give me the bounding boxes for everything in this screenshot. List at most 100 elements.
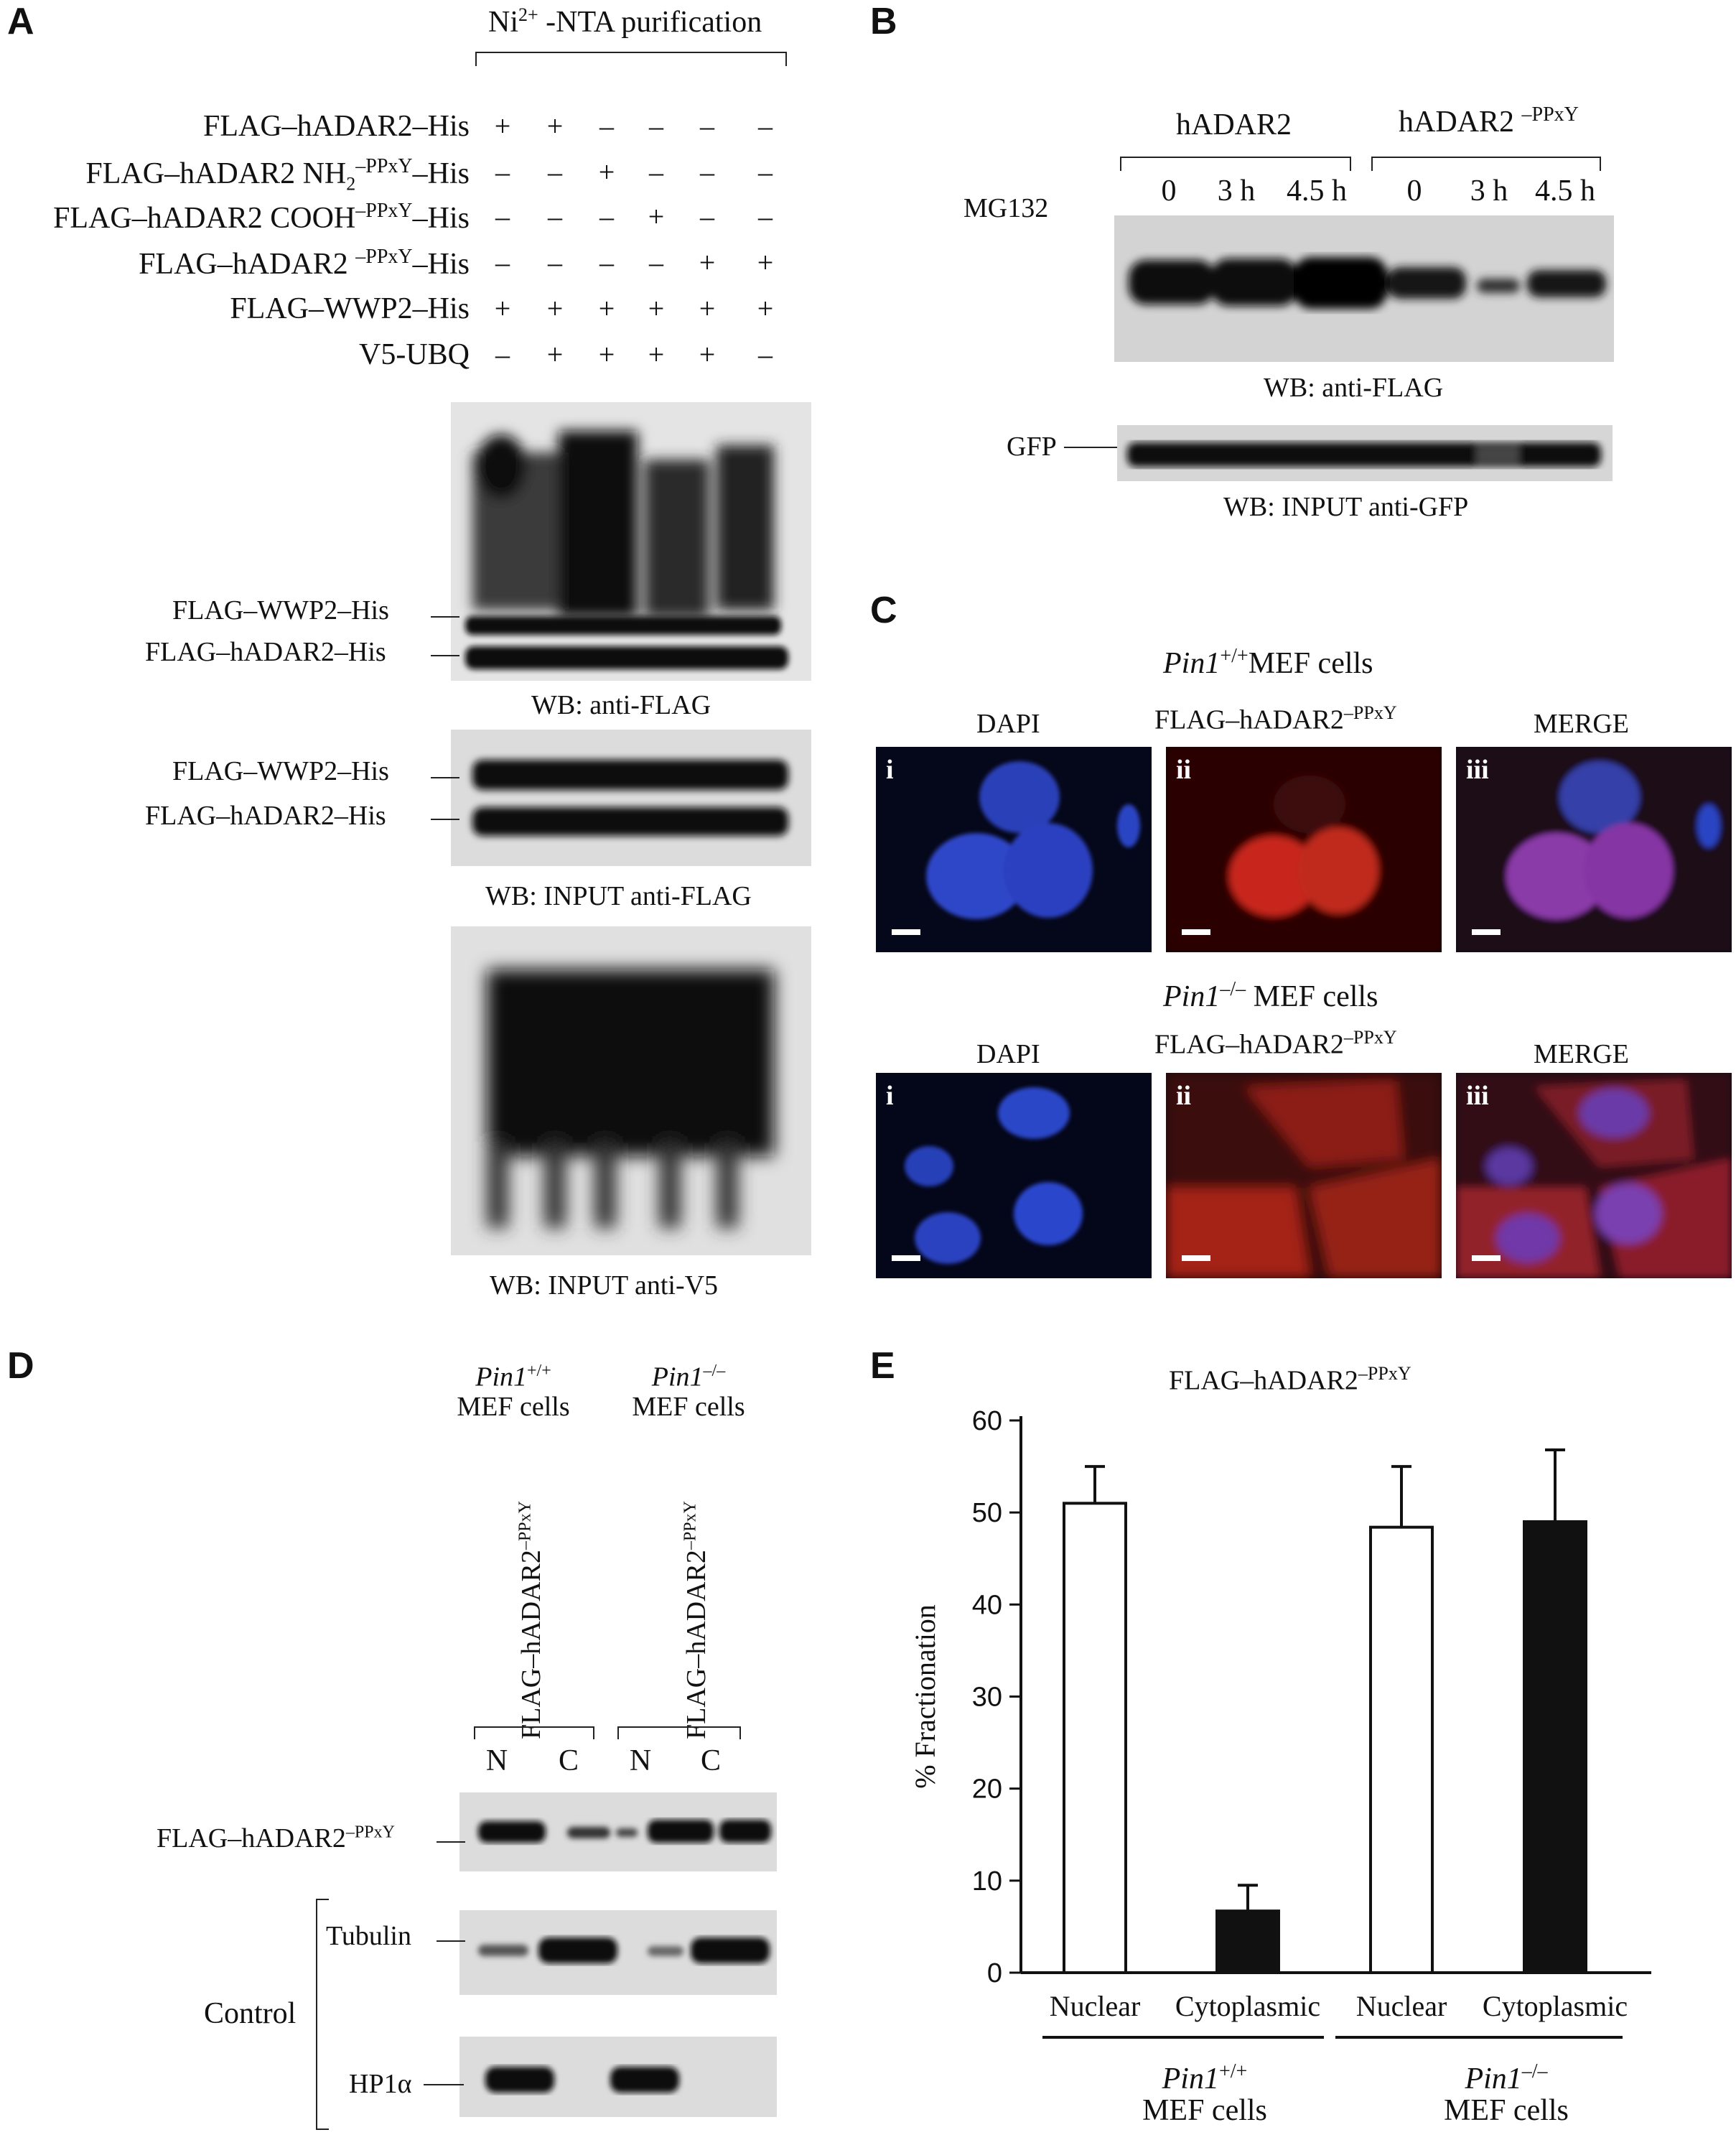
category-label: Nuclear (1356, 1990, 1447, 2022)
condition-row-label: FLAG–WWP2–His (230, 292, 470, 326)
tag-iii: iii (1466, 1081, 1489, 1111)
e-group1-label: Pin1+/+ MEF cells (1142, 2060, 1267, 2128)
condition-label-suffix: –His (412, 157, 470, 190)
condition-sign: – (649, 156, 663, 188)
micrograph-ko-dapi: i (876, 1073, 1152, 1278)
condition-sign: – (758, 200, 773, 233)
group-hadar2: hADAR2 (1176, 108, 1292, 141)
panel-d-label: D (7, 1345, 34, 1387)
blot-a-input-anti-v5 (451, 926, 811, 1255)
bracket-hadar2-ppxy (1371, 157, 1601, 171)
micrograph-wt-dapi: i (876, 747, 1152, 952)
bar (1063, 1502, 1127, 1975)
condition-row-label: FLAG–hADAR2–His (203, 109, 470, 144)
row2-col-merge: MERGE (1534, 1039, 1629, 1069)
condition-sign: – (495, 200, 510, 233)
condition-sign: – (599, 246, 614, 279)
condition-sign: + (494, 110, 511, 142)
blot-a-anti-flag (451, 402, 811, 681)
tag-ii: ii (1176, 1081, 1192, 1111)
y-tick-label: 50 (972, 1498, 1002, 1528)
condition-sign: + (757, 246, 774, 279)
micrograph-wt-merge: iii (1456, 747, 1732, 952)
d-control-bracket (316, 1899, 329, 2130)
panel-c-label: C (870, 590, 897, 631)
micrograph-wt-flag: ii (1166, 747, 1442, 952)
tag-ii: ii (1176, 755, 1192, 785)
blot-a1-band-wwp2: FLAG–WWP2–His (172, 595, 389, 625)
condition-sign: + (546, 338, 564, 371)
panel-a-label: A (7, 1, 34, 42)
condition-sign: + (648, 292, 665, 325)
scale-bar (892, 1255, 920, 1261)
blot-a2-band-hadar2: FLAG–hADAR2–His (145, 801, 386, 831)
d-col2-header: Pin1–/– MEF cells (632, 1362, 745, 1423)
lane-label: N (629, 1744, 652, 1777)
condition-sign: – (548, 200, 562, 233)
micrograph-ko-merge: iii (1456, 1073, 1732, 1278)
condition-label-text: FLAG–hADAR2 (139, 248, 356, 281)
condition-label-sup: –PPxY (355, 200, 413, 222)
group-hadar2-ppxy: hADAR2 –PPxY (1399, 103, 1579, 139)
condition-label-suffix: –His (412, 248, 470, 281)
lane-label: C (558, 1744, 579, 1777)
blot-a2-band-wwp2: FLAG–WWP2–His (172, 756, 389, 786)
condition-row-label: FLAG–hADAR2 –PPxY–His (139, 246, 470, 282)
blot-b1-caption: WB: anti-FLAG (1264, 373, 1444, 403)
condition-sign: + (648, 338, 665, 371)
condition-sign: + (648, 200, 665, 233)
tag-i: i (886, 755, 894, 785)
y-tick-label: 30 (972, 1683, 1002, 1713)
condition-row-label: FLAG–hADAR2 COOH–PPxY–His (53, 200, 470, 236)
panel-b-label: B (870, 1, 897, 42)
gfp-band-tick (1064, 447, 1119, 448)
category-label: Nuclear (1050, 1990, 1141, 2022)
condition-sign: – (649, 110, 663, 142)
blot-d-hp1a (459, 2037, 777, 2117)
condition-sign: + (598, 292, 615, 325)
e-group2-label: Pin1–/– MEF cells (1444, 2060, 1569, 2128)
blot-a3-caption: WB: INPUT anti-V5 (490, 1270, 719, 1301)
blot-a2-band-wwp2-tick (431, 777, 459, 778)
micrograph-ko-flag: ii (1166, 1073, 1442, 1278)
condition-sign: – (495, 156, 510, 188)
condition-label-sub: 2 (346, 173, 356, 195)
tag-iii: iii (1466, 755, 1489, 785)
bar (1369, 1525, 1434, 1974)
condition-sign: – (599, 200, 614, 233)
condition-sign: – (700, 156, 714, 188)
y-tick-label: 40 (972, 1590, 1002, 1620)
row1-title: Pin1+/+MEF cells (1163, 645, 1373, 680)
condition-sign: – (700, 110, 714, 142)
condition-label-sup: –PPxY (355, 246, 413, 268)
condition-label-text: FLAG–hADAR2 NH (85, 157, 347, 190)
timepoint-label: 3 h (1217, 175, 1256, 208)
blot-b2-caption: WB: INPUT anti-GFP (1223, 492, 1469, 522)
d-rot-label-1: FLAG–hADAR2–PPxY (515, 1501, 546, 1739)
timepoint-label: 0 (1406, 175, 1422, 208)
d-band-flag: FLAG–hADAR2–PPxY (157, 1823, 395, 1853)
condition-sign: + (598, 338, 615, 371)
lane-label: N (485, 1744, 508, 1777)
bar (1523, 1520, 1587, 1974)
blot-d-flag (459, 1792, 777, 1871)
row2-col-dapi: DAPI (976, 1039, 1040, 1069)
condition-label-text: FLAG–hADAR2–His (202, 110, 470, 143)
timepoint-label: 4.5 h (1535, 175, 1595, 208)
condition-sign: – (758, 338, 773, 371)
gfp-band-label: GFP (1007, 432, 1057, 462)
condition-sign: – (548, 156, 562, 188)
row1-col-flag: FLAG–hADAR2–PPxY (1154, 702, 1397, 735)
condition-label-text: FLAG–WWP2–His (230, 292, 470, 325)
bar (1215, 1909, 1280, 1975)
d-band-tubulin: Tubulin (326, 1921, 411, 1951)
ni-nta-header: Ni2+ -NTA purification (488, 4, 762, 39)
blot-a2-caption: WB: INPUT anti-FLAG (485, 881, 752, 911)
y-tick-label: 10 (972, 1866, 1002, 1897)
condition-label-text: V5-UBQ (359, 338, 470, 371)
scale-bar (1182, 1255, 1210, 1261)
blot-a2-band-hadar2-tick (431, 819, 459, 820)
panel-e-label: E (870, 1345, 895, 1387)
fractionation-chart: 0 10 20 30 40 50 60 % Fractionation Nuclear Cytop… (909, 1406, 1651, 2039)
condition-sign: + (699, 338, 716, 371)
